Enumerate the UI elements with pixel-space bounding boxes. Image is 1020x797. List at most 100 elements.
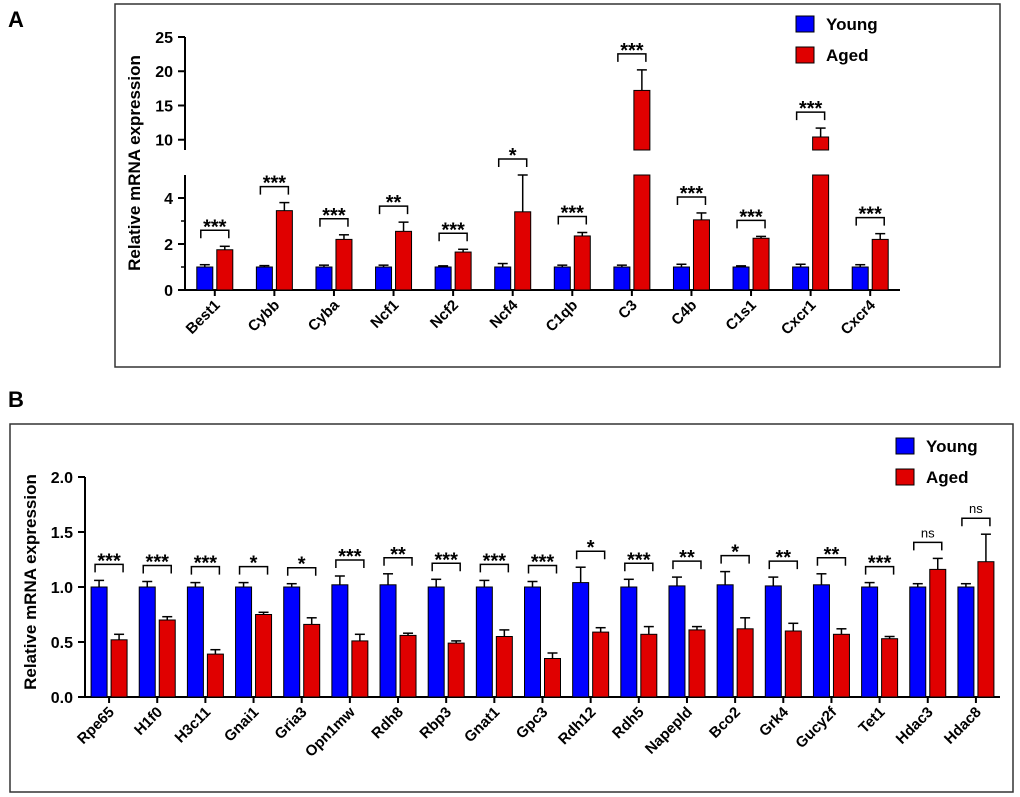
x-tick-label-h3c11: H3c11 — [172, 704, 215, 747]
y-tick-label-1.5: 1.5 — [51, 525, 73, 542]
significance-label-best1: *** — [203, 216, 227, 238]
bar-young-napepld — [668, 585, 686, 698]
significance-label-napepld: ** — [679, 547, 695, 569]
legend-swatch-young — [895, 437, 915, 455]
x-tick-label-cyba: Cyba — [305, 296, 343, 334]
x-tick-label-gnat1: Gnat1 — [461, 704, 503, 746]
bar-aged-c3-seg0 — [633, 174, 651, 291]
significance-label-rbp3: *** — [435, 549, 459, 571]
significance-label-gucy2f: ** — [824, 544, 840, 566]
bar-young-c3 — [613, 266, 631, 291]
bar-aged-rdh12 — [592, 631, 610, 698]
bar-young-hdac3 — [909, 586, 927, 698]
y-tick-label-20: 20 — [155, 64, 173, 81]
significance-label-gria3: * — [298, 554, 306, 576]
significance-bracket-c1s1 — [736, 219, 766, 229]
bar-aged-rpe65 — [110, 639, 128, 698]
significance-bracket-h1f0 — [142, 564, 172, 574]
bar-aged-best1 — [216, 249, 234, 291]
bar-young-c1s1 — [732, 266, 750, 291]
significance-label-h3c11: *** — [194, 553, 218, 575]
x-tick-label-gria3: Gria3 — [271, 704, 310, 743]
legend-label-aged: Aged — [826, 46, 869, 65]
legend-swatch-aged — [895, 468, 915, 486]
x-tick-label-rpe65: Rpe65 — [74, 704, 118, 748]
bar-young-tet1 — [861, 586, 879, 698]
bar-aged-gria3 — [303, 623, 321, 698]
bar-young-ncf2 — [434, 266, 452, 291]
significance-label-rpe65: *** — [97, 550, 121, 572]
panel-b: 0.0 0.5 1.0 1.5 2.0 B Young Aged Relative mRNA e… — [8, 387, 1014, 793]
x-tick-label-rdh12: Rdh12 — [555, 704, 599, 748]
bar-aged-rdh5 — [640, 633, 658, 698]
bar-aged-gpc3 — [544, 658, 561, 698]
bar-young-hdac8 — [957, 586, 975, 698]
x-tick-label-bco2: Bco2 — [706, 704, 744, 742]
significance-label-ncf4: * — [509, 145, 517, 167]
significance-label-c3: *** — [620, 40, 644, 62]
significance-bracket-rdh8 — [383, 557, 413, 566]
significance-bracket-cybb — [259, 185, 290, 195]
bar-young-rbp3 — [427, 586, 445, 698]
significance-label-tet1: *** — [868, 553, 892, 575]
x-tick-label-c3: C3 — [615, 297, 641, 323]
significance-bracket-cxcr4 — [855, 216, 885, 226]
significance-bracket-hdac3 — [913, 541, 943, 551]
significance-bracket-gnat1 — [479, 563, 510, 573]
x-tick-label-gucy2f: Gucy2f — [792, 703, 841, 752]
x-tick-label-h1f0: H1f0 — [131, 704, 166, 739]
y-tick-label-1.0: 1.0 — [51, 580, 73, 597]
bar-young-cxcr4 — [851, 266, 869, 291]
significance-label-h1f0: *** — [146, 552, 170, 574]
significance-bracket-c4b — [676, 196, 707, 205]
significance-bracket-hdac8 — [961, 517, 991, 527]
significance-label-gpc3: *** — [531, 552, 555, 574]
y-tick-label-0.0: 0.0 — [51, 690, 73, 707]
bar-aged-cybb — [275, 210, 293, 291]
bar-aged-c3-seg1 — [633, 89, 651, 151]
legend-label-young: Young — [826, 15, 878, 34]
panel-frame — [114, 3, 1001, 368]
significance-label-c1s1: *** — [739, 206, 763, 228]
significance-label-hdac3: ns — [921, 525, 935, 540]
x-tick-label-rdh5: Rdh5 — [609, 704, 648, 743]
significance-bracket-gucy2f — [816, 557, 847, 566]
x-tick-label-ncf1: Ncf1 — [367, 297, 402, 332]
bar-young-ncf4 — [494, 266, 512, 291]
x-tick-label-cxcr1: Cxcr1 — [778, 297, 820, 339]
bar-aged-rbp3 — [447, 642, 465, 698]
significance-bracket-cxcr1 — [795, 111, 826, 121]
significance-label-bco2: * — [731, 542, 739, 564]
bar-aged-napepld — [688, 629, 706, 698]
panel-letter: B — [8, 387, 24, 412]
panel-frame — [9, 423, 1014, 793]
x-tick-label-c4b: C4b — [668, 297, 700, 329]
bar-aged-h3c11 — [206, 653, 224, 698]
y-tick-label-10: 10 — [155, 133, 173, 150]
bar-aged-grk4 — [784, 630, 802, 698]
bar-young-gnai1 — [235, 586, 253, 698]
significance-bracket-h3c11 — [190, 565, 221, 575]
significance-bracket-ncf4 — [497, 158, 528, 167]
significance-label-rdh12: * — [587, 537, 595, 559]
bar-aged-cxcr4 — [871, 238, 889, 291]
significance-bracket-opn1mw — [335, 559, 365, 568]
y-tick-label-15: 15 — [155, 98, 173, 115]
significance-label-cyba: *** — [322, 205, 346, 227]
bar-aged-ncf4 — [514, 211, 532, 291]
significance-bracket-bco2 — [720, 554, 750, 564]
bar-young-cyba — [315, 266, 333, 291]
significance-bracket-best1 — [200, 229, 230, 239]
bar-young-best1 — [196, 266, 214, 291]
x-tick-label-rbp3: Rbp3 — [416, 704, 455, 743]
x-tick-label-ncf2: Ncf2 — [427, 297, 462, 332]
bar-young-gnat1 — [475, 586, 493, 698]
bar-aged-gnai1 — [255, 614, 273, 698]
legend-label-aged: Aged — [926, 468, 969, 487]
bar-young-ncf1 — [375, 266, 393, 291]
x-tick-label-tet1: Tet1 — [855, 704, 888, 737]
x-tick-label-grk4: Grk4 — [756, 703, 793, 740]
bar-young-rdh5 — [620, 586, 638, 698]
y-tick-label-2: 2 — [164, 237, 173, 254]
significance-label-cxcr4: *** — [859, 204, 883, 226]
